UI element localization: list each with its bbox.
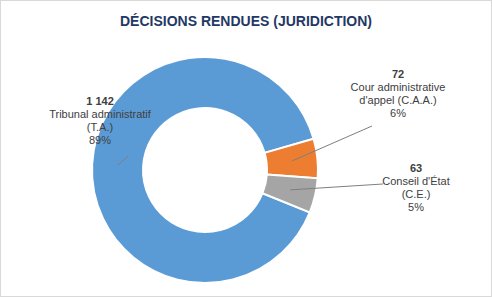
donut-slice [265, 139, 318, 179]
chart: DÉCISIONS RENDUES (JURIDICTION) 1 142Trib… [0, 0, 492, 297]
percentage-label: 5% [408, 201, 424, 213]
chart-title: DÉCISIONS RENDUES (JURIDICTION) [120, 13, 372, 29]
leader-line [118, 156, 128, 165]
value-label: 1 142 [86, 95, 114, 107]
value-label: 72 [392, 68, 404, 80]
category-label: Cour administratived'appel (C.A.A.) [351, 81, 446, 106]
category-label-line: Cour administrative [351, 81, 446, 93]
chart-frame [1, 1, 492, 297]
data-label: 63Conseil d'État(C.E.)5% [382, 162, 450, 213]
category-label: Conseil d'État(C.E.) [382, 175, 450, 200]
category-label-line: d'appel (C.A.A.) [359, 94, 436, 106]
donut [92, 57, 318, 283]
category-label-line: (T.A.) [87, 121, 113, 133]
percentage-label: 89% [89, 134, 111, 146]
data-label: 1 142Tribunal administratif(T.A.)89% [49, 95, 152, 146]
category-label-line: Conseil d'État [382, 175, 450, 187]
percentage-label: 6% [390, 107, 406, 119]
category-label: Tribunal administratif(T.A.) [49, 108, 152, 133]
value-label: 63 [410, 162, 422, 174]
category-label-line: Tribunal administratif [49, 108, 152, 120]
category-label-line: (C.E.) [402, 188, 431, 200]
donut-slice [262, 175, 317, 213]
leader-line [290, 184, 383, 190]
data-label: 72Cour administratived'appel (C.A.A.)6% [351, 68, 446, 119]
leader-line [292, 126, 372, 161]
